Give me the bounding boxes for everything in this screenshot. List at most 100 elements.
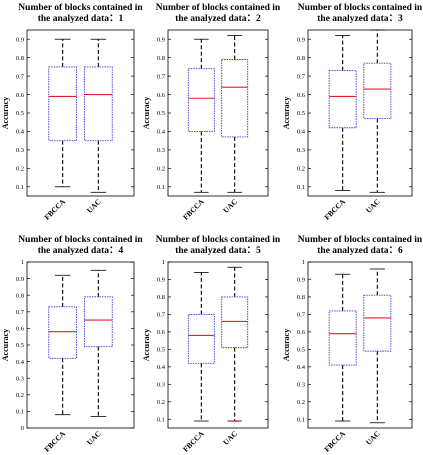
- y-tick-label: 0.8: [16, 55, 24, 62]
- y-axis-label: Accuracy: [282, 329, 291, 361]
- y-tick-label: 1: [162, 259, 165, 266]
- y-tick-label: 0.5: [297, 110, 305, 117]
- y-tick-label: 0.5: [297, 347, 305, 354]
- y-tick-label: 0.9: [157, 36, 165, 43]
- iqr-box: [221, 59, 249, 138]
- y-tick-label: 0.4: [16, 129, 25, 136]
- iqr-box: [187, 68, 215, 132]
- y-tick-label: 0.4: [16, 359, 25, 366]
- y-tick-label: 0.2: [16, 392, 24, 399]
- category-label: UAC: [221, 429, 239, 447]
- iqr-box: [48, 66, 78, 142]
- category-label: FBCCA: [322, 197, 347, 222]
- iqr-box: [83, 296, 113, 348]
- category-label: UAC: [364, 197, 382, 215]
- chart-title-line: the analyzed data：4: [38, 246, 124, 256]
- y-tick-label: 0.4: [157, 364, 166, 371]
- y-tick-label: 0.3: [157, 382, 165, 389]
- y-tick-label: 0.7: [297, 312, 306, 319]
- axes-frame: [167, 261, 269, 429]
- category-label: FBCCA: [42, 429, 67, 454]
- y-tick-label: 0.3: [297, 147, 305, 154]
- axes-frame: [307, 29, 413, 197]
- y-tick-label: 0.2: [297, 166, 305, 173]
- y-tick-label: 0.5: [157, 110, 165, 117]
- chart-title-line: Number of blocks contained in: [18, 235, 143, 245]
- y-tick-label: 0.2: [16, 166, 24, 173]
- y-tick-label: 0.6: [297, 329, 306, 336]
- y-tick-label: 0.3: [16, 375, 24, 382]
- iqr-box: [187, 313, 215, 364]
- iqr-box: [363, 294, 392, 352]
- category-label: UAC: [85, 429, 103, 447]
- y-tick-label: 0.2: [157, 399, 165, 406]
- y-tick-label: 0.8: [157, 55, 165, 62]
- y-tick-label: 0.4: [297, 364, 306, 371]
- y-axis-label: Accuracy: [282, 97, 291, 129]
- y-tick-label: 0.1: [297, 416, 305, 423]
- y-tick-label: 0.5: [16, 110, 24, 117]
- chart-title-line: the analyzed data：3: [317, 14, 403, 24]
- y-tick-label: 1: [302, 259, 305, 266]
- y-tick-label: 0.9: [297, 36, 305, 43]
- y-tick-label: 0.7: [157, 73, 166, 80]
- chart-title-line: the analyzed data：5: [175, 246, 261, 256]
- category-label: UAC: [221, 197, 239, 215]
- category-label: FBCCA: [181, 429, 206, 454]
- y-tick-label: 0.7: [157, 312, 166, 319]
- y-tick-label: 0.2: [297, 399, 305, 406]
- y-tick-label: 0.6: [16, 326, 25, 333]
- y-tick-label: 0.1: [157, 184, 165, 191]
- y-tick-label: 1: [21, 259, 24, 266]
- category-label: FBCCA: [181, 197, 206, 222]
- y-tick-label: 0.9: [297, 277, 305, 284]
- y-tick-label: 0.6: [157, 329, 166, 336]
- y-tick-label: 0.5: [16, 342, 24, 349]
- iqr-box: [48, 306, 78, 359]
- category-label: FBCCA: [42, 197, 67, 222]
- axes-frame: [167, 29, 269, 197]
- y-tick-label: 0.1: [16, 184, 24, 191]
- y-tick-label: 0.1: [157, 416, 165, 423]
- y-axis-label: Accuracy: [142, 97, 151, 129]
- chart-title-line: the analyzed data：2: [175, 14, 261, 24]
- chart-title-line: the analyzed data：6: [317, 246, 403, 256]
- category-label: FBCCA: [322, 429, 347, 454]
- iqr-box: [328, 70, 357, 129]
- y-tick-label: 0.3: [16, 147, 24, 154]
- iqr-box: [221, 296, 249, 349]
- chart-title-line: the analyzed data：1: [38, 14, 124, 24]
- y-tick-label: 0.6: [297, 92, 306, 99]
- y-tick-label: 0.8: [16, 292, 24, 299]
- y-tick-label: 0.8: [157, 294, 165, 301]
- y-tick-label: 0.9: [16, 36, 24, 43]
- y-axis-label: Accuracy: [1, 329, 10, 361]
- axes-frame: [26, 261, 135, 429]
- y-tick-label: 0.3: [297, 382, 305, 389]
- y-tick-label: 0.9: [16, 276, 24, 283]
- y-axis-label: Accuracy: [142, 329, 151, 361]
- y-tick-label: 0.9: [157, 277, 165, 284]
- y-axis-label: Accuracy: [1, 97, 10, 129]
- y-tick-label: 0: [21, 425, 24, 432]
- y-tick-label: 0.7: [16, 309, 25, 316]
- iqr-box: [328, 310, 357, 366]
- chart-title-line: Number of blocks contained in: [18, 3, 143, 13]
- chart-title-line: Number of blocks contained in: [298, 235, 423, 245]
- y-tick-label: 0.2: [157, 166, 165, 173]
- y-tick-label: 0.4: [297, 129, 306, 136]
- category-label: UAC: [364, 429, 382, 447]
- iqr-box: [83, 66, 113, 142]
- y-tick-label: 0.7: [16, 73, 25, 80]
- y-tick-label: 0.4: [157, 129, 166, 136]
- y-tick-label: 0.1: [297, 184, 305, 191]
- category-label: UAC: [85, 197, 103, 215]
- y-tick-label: 0.6: [157, 92, 166, 99]
